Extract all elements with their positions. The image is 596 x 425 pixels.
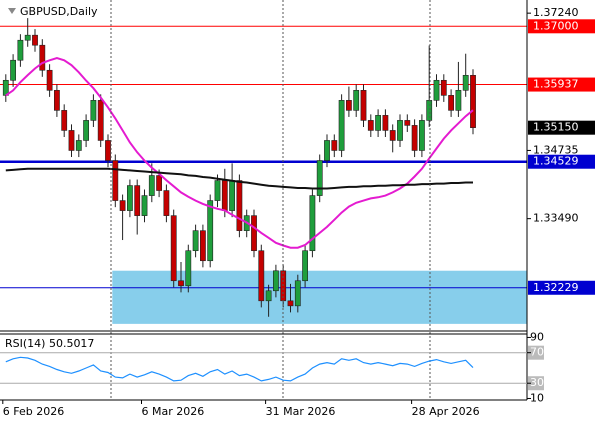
- level-label-box: [528, 154, 595, 169]
- y-tick-label: 1.33490: [533, 212, 579, 225]
- candle-body: [470, 74, 476, 128]
- candle-body: [440, 79, 447, 96]
- y-tick-label: 1.37240: [533, 6, 579, 19]
- level-label: 1.35937: [533, 78, 579, 91]
- candle-body: [229, 180, 235, 211]
- candle-body: [119, 200, 126, 211]
- candle-body: [309, 195, 316, 252]
- candle-body: [200, 230, 206, 262]
- tick-box: [528, 376, 544, 391]
- candle-body: [316, 160, 323, 196]
- symbol-icon: [8, 8, 16, 14]
- x-tick-label: 31 Mar 2026: [266, 405, 336, 418]
- rsi-title: RSI(14) 50.5017: [5, 337, 94, 350]
- candle-body: [360, 90, 367, 121]
- candle-body: [156, 175, 162, 191]
- candle-body: [97, 100, 104, 141]
- candle-body: [338, 100, 345, 151]
- candle-body: [287, 300, 294, 307]
- candle-body: [170, 215, 177, 282]
- y-tick-label: 1.34735: [533, 143, 579, 156]
- candle-body: [389, 130, 396, 141]
- x-tick-label: 6 Mar 2026: [142, 405, 205, 418]
- last-price-label: 1.35150: [533, 121, 579, 134]
- candle-body: [462, 74, 469, 91]
- candle-body: [32, 34, 38, 46]
- y-tick-label: 70: [530, 346, 544, 359]
- rsi-line: [5, 356, 474, 382]
- candle-body: [10, 59, 16, 81]
- candle-body: [294, 280, 301, 307]
- candle-body: [418, 120, 425, 151]
- candle-body: [251, 215, 257, 252]
- candle-body: [178, 280, 184, 287]
- candle-body: [17, 39, 24, 61]
- candle-body: [112, 160, 119, 201]
- candle-body: [127, 185, 133, 211]
- last-price-box: [528, 120, 595, 135]
- candle-body: [272, 270, 279, 292]
- candle-body: [433, 79, 440, 101]
- candle-body: [105, 140, 111, 161]
- level-label-box: [528, 77, 595, 92]
- candle-body: [448, 95, 454, 111]
- candle-body: [134, 185, 141, 216]
- moving-average: [5, 57, 474, 249]
- x-tick-label: 28 Apr 2026: [412, 405, 480, 418]
- candle-body: [39, 44, 46, 71]
- tick-box: [528, 345, 544, 360]
- candle-body: [83, 120, 89, 141]
- candle-body: [163, 190, 170, 216]
- y-tick-label: 10: [530, 391, 544, 404]
- level-label: 1.37000: [533, 19, 579, 32]
- plot-area: [0, 18, 528, 324]
- y-tick-label: 90: [530, 330, 544, 343]
- level-label: 1.34529: [533, 155, 579, 168]
- candle-body: [214, 180, 221, 201]
- candle-body: [192, 230, 199, 252]
- candle-body: [367, 120, 374, 131]
- candle-body: [185, 250, 192, 287]
- candle-body: [148, 175, 155, 196]
- level-label: 1.32229: [533, 281, 579, 294]
- candle-body: [353, 90, 360, 111]
- candle-body: [141, 195, 148, 216]
- candle-body: [426, 100, 433, 121]
- candle-body: [302, 250, 308, 282]
- candle-body: [61, 110, 68, 131]
- candle-body: [382, 115, 389, 131]
- candle-body: [207, 200, 214, 262]
- level-label-box: [528, 19, 595, 34]
- candle-body: [53, 90, 60, 111]
- level-label-box: [528, 280, 595, 295]
- candle-body: [258, 250, 265, 302]
- candle-body: [24, 34, 31, 41]
- candle-body: [68, 130, 75, 151]
- candle-body: [75, 140, 82, 151]
- candle-body: [90, 100, 97, 121]
- x-tick-label: 6 Feb 2026: [3, 405, 64, 418]
- candle-body: [375, 115, 381, 131]
- candle-body: [324, 140, 330, 161]
- moving-average: [5, 167, 473, 190]
- y-tick-label: 30: [530, 376, 544, 389]
- candle-body: [404, 120, 411, 126]
- candle-body: [397, 120, 403, 141]
- candle-body: [46, 69, 53, 91]
- candle-body: [331, 140, 338, 151]
- candle-body: [221, 180, 228, 211]
- candle-body: [345, 100, 352, 111]
- chart-title: GBPUSD,Daily: [20, 5, 98, 18]
- candle-body: [411, 125, 418, 151]
- candle-body: [236, 180, 243, 231]
- candle-body: [265, 290, 272, 302]
- candle-body: [455, 90, 462, 111]
